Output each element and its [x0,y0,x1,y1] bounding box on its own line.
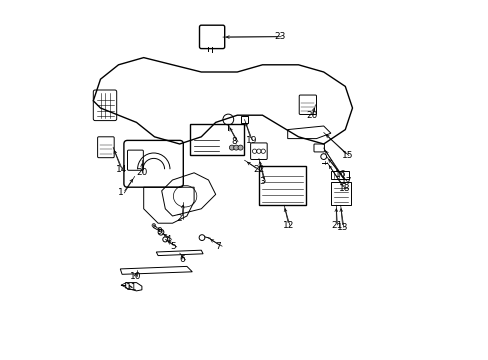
Text: 15: 15 [342,151,353,160]
Text: 18: 18 [338,184,349,193]
Text: 21: 21 [330,220,342,230]
Text: 13: 13 [337,223,348,232]
Text: 20: 20 [306,111,318,120]
Text: 5: 5 [170,243,176,252]
Circle shape [238,145,243,150]
Text: 10: 10 [130,272,141,281]
Text: 20: 20 [136,168,147,177]
Text: 9: 9 [156,227,162,236]
Text: 3: 3 [258,177,264,186]
Text: 17: 17 [340,177,352,186]
Text: 4: 4 [165,235,171,244]
Text: 23: 23 [274,32,285,41]
Circle shape [233,145,238,150]
Text: 11: 11 [125,284,137,292]
Circle shape [152,224,155,227]
Text: 22: 22 [253,166,264,175]
Circle shape [229,145,234,150]
Text: 1: 1 [118,189,123,197]
Text: 19: 19 [245,136,257,145]
Text: 8: 8 [231,138,237,147]
Text: 6: 6 [179,256,184,264]
Text: 14: 14 [116,165,127,174]
Text: 2: 2 [177,214,182,223]
Text: 16: 16 [335,171,346,180]
Text: 7: 7 [215,242,221,251]
Text: 12: 12 [283,221,294,230]
